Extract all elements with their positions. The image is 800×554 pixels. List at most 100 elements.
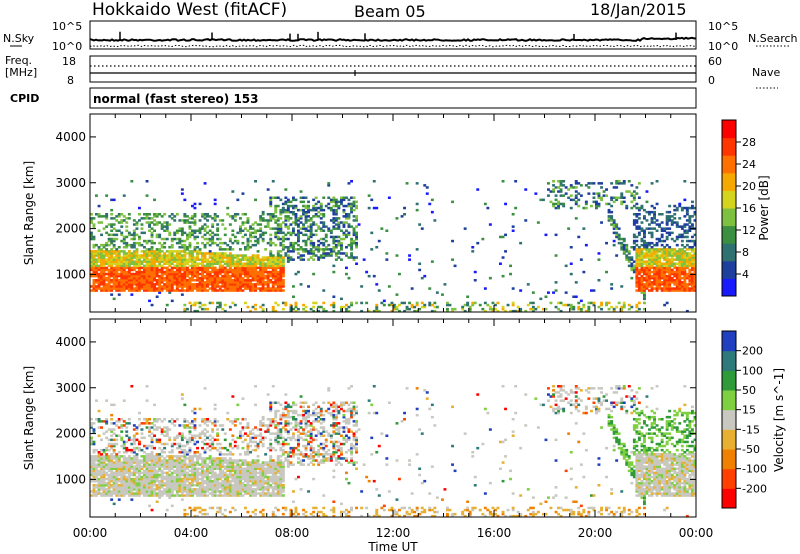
velocity-cell: [211, 442, 215, 446]
velocity-cell: [203, 490, 207, 493]
power-cell: [92, 287, 96, 290]
power-cell: [191, 252, 194, 255]
power-cell: [317, 256, 321, 259]
power-cell: [665, 256, 669, 259]
power-cell: [650, 235, 654, 239]
power-cell: [607, 215, 611, 218]
power-cell: [105, 266, 109, 270]
velocity-cell: [193, 461, 197, 464]
power-cell: [327, 248, 331, 251]
velocity-cell: [115, 453, 119, 456]
power-cell: [160, 215, 164, 218]
velocity-cell: [105, 422, 109, 425]
power-cell: [143, 252, 146, 255]
power-cell: [206, 237, 209, 241]
velocity-cell: [115, 471, 119, 475]
velocity-cell: [203, 465, 207, 468]
power-cell: [269, 204, 273, 208]
power-cell: [92, 283, 96, 286]
power-cell: [117, 272, 121, 276]
power-cell: [430, 260, 434, 263]
power-cell: [655, 254, 659, 257]
power-cell: [211, 258, 215, 261]
power-cell: [201, 281, 204, 284]
power-cell: [307, 225, 310, 228]
velocity-cell: [180, 451, 184, 454]
velocity-cell: [153, 473, 156, 477]
velocity-cell: [145, 446, 149, 450]
power-cell: [650, 246, 654, 249]
power-cell: [102, 285, 106, 288]
power-cell: [226, 272, 230, 276]
power-cell: [539, 198, 543, 202]
power-cell: [244, 258, 247, 261]
power-cell: [208, 279, 212, 282]
power-cell: [120, 270, 124, 274]
power-cell: [675, 243, 679, 247]
velocity-cell: [188, 494, 192, 497]
power-cell: [246, 262, 250, 265]
power-cell: [605, 194, 608, 197]
power-cell: [408, 258, 411, 261]
velocity-cell: [132, 428, 136, 431]
power-cell: [637, 248, 641, 251]
power-cell: [173, 215, 177, 218]
power-cell: [127, 279, 131, 282]
power-cell: [120, 260, 124, 263]
nave-tick-low: 0: [708, 74, 715, 87]
power-cell: [650, 254, 654, 257]
velocity-cell: [178, 451, 182, 454]
power-cell: [246, 229, 250, 232]
power-cell: [239, 283, 242, 286]
power-cell: [127, 252, 131, 255]
velocity-cell: [107, 469, 111, 473]
velocity-cell: [173, 459, 177, 462]
power-cell: [158, 241, 162, 245]
velocity-cell: [132, 469, 136, 473]
power-cell: [322, 196, 326, 199]
power-cell: [153, 241, 156, 245]
power-cell: [135, 287, 139, 290]
power-cell: [256, 260, 260, 263]
power-cell: [145, 262, 149, 265]
velocity-cell: [90, 455, 93, 458]
power-cell: [135, 262, 139, 265]
power-cell: [246, 221, 250, 224]
power-cell: [208, 283, 212, 286]
power-cell: [221, 252, 225, 255]
velocity-cell: [173, 442, 177, 446]
velocity-cell: [165, 490, 169, 493]
velocity-cell: [160, 494, 164, 497]
power-cell: [218, 262, 222, 265]
power-cell: [653, 206, 656, 210]
velocity-cell: [208, 479, 212, 483]
velocity-cell: [112, 403, 116, 407]
power-cell: [143, 287, 146, 290]
power-cell: [145, 217, 149, 220]
power-cell: [201, 287, 204, 290]
power-cell: [132, 252, 136, 255]
velocity-cell: [168, 465, 172, 468]
velocity-cell: [170, 492, 174, 495]
power-cell: [324, 225, 328, 228]
power-cell: [180, 229, 184, 232]
velocity-cell: [206, 446, 209, 450]
power-cell: [660, 274, 664, 278]
power-cell: [125, 246, 129, 249]
velocity-cell: [112, 477, 116, 481]
velocity-cell: [97, 473, 101, 477]
power-cell: [274, 208, 278, 212]
power-cell: [241, 276, 245, 280]
power-cell: [688, 256, 692, 259]
power-cell: [673, 281, 677, 284]
power-cell: [150, 279, 154, 282]
power-cell: [239, 274, 242, 278]
velocity-cell: [178, 434, 182, 437]
velocity-cell: [198, 455, 202, 458]
power-cell: [279, 258, 283, 261]
power-cell: [112, 276, 116, 280]
velocity-cell: [132, 448, 136, 452]
power-cell: [352, 219, 356, 222]
power-cell: [175, 285, 179, 288]
power-cell: [211, 235, 215, 239]
